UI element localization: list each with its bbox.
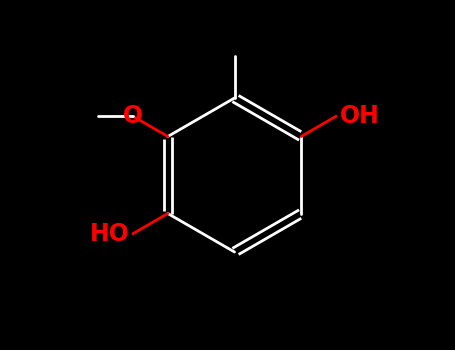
Text: HO: HO <box>90 222 129 246</box>
Text: OH: OH <box>340 104 379 128</box>
Text: O: O <box>123 104 143 128</box>
